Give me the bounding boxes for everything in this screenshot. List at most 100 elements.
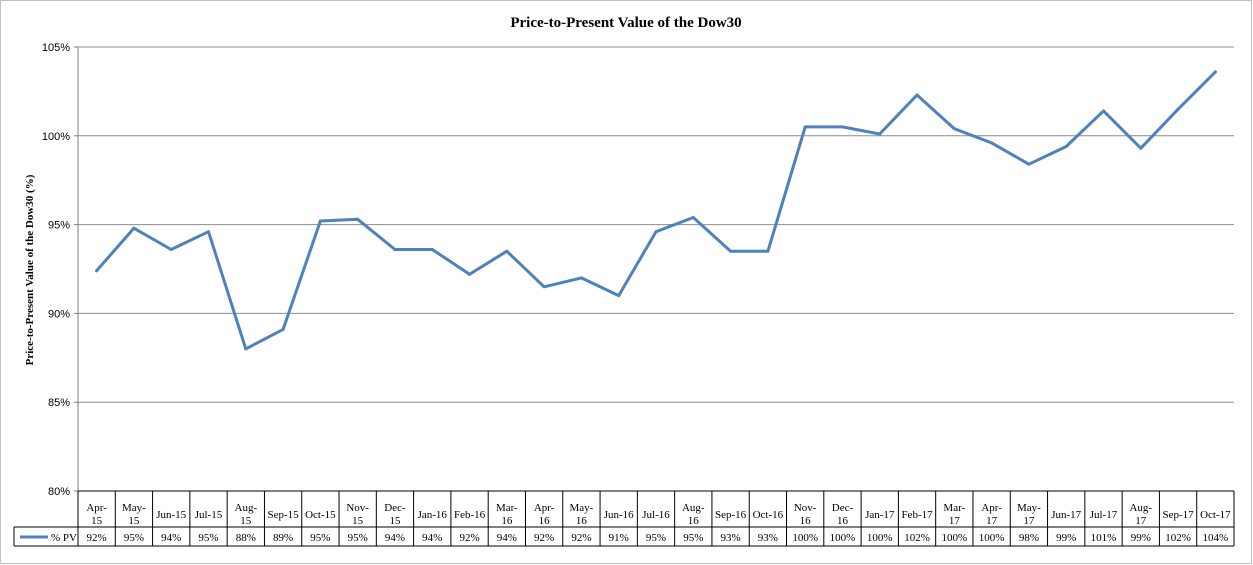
x-tick-label: Jan-16 xyxy=(418,509,448,521)
data-point xyxy=(952,127,956,131)
data-label: 100% xyxy=(979,532,1005,544)
data-label: 92% xyxy=(571,532,591,544)
x-tick-label: Dec- xyxy=(832,502,854,514)
data-label: 92% xyxy=(534,532,554,544)
y-tick-label: 105% xyxy=(42,42,70,54)
data-point xyxy=(579,276,583,280)
x-tick-label: Jun-15 xyxy=(156,509,186,521)
data-label: 102% xyxy=(904,532,930,544)
data-point xyxy=(430,247,434,251)
x-tick-label: Apr- xyxy=(86,502,107,514)
data-point xyxy=(766,249,770,253)
x-tick-label: Apr- xyxy=(534,502,555,514)
chart-title: Price-to-Present Value of the Dow30 xyxy=(510,15,741,31)
y-tick-label: 80% xyxy=(48,486,70,498)
data-label: 94% xyxy=(497,532,517,544)
x-tick-label: Jun-17 xyxy=(1051,509,1081,521)
x-tick-label: Oct-16 xyxy=(753,509,784,521)
data-label: 95% xyxy=(124,532,144,544)
x-tick-label: Oct-17 xyxy=(1200,509,1231,521)
x-tick-label: Mar- xyxy=(496,502,518,514)
x-tick-label: Feb-16 xyxy=(454,509,486,521)
data-point xyxy=(244,347,248,351)
x-tick-label: 16 xyxy=(576,515,588,527)
data-point xyxy=(318,219,322,223)
x-tick-label: Feb-17 xyxy=(901,509,933,521)
data-label: 102% xyxy=(1165,532,1191,544)
x-tick-label: Apr- xyxy=(981,502,1002,514)
data-point xyxy=(505,249,509,253)
data-label: 104% xyxy=(1203,532,1229,544)
x-tick-label: Mar- xyxy=(943,502,965,514)
data-point xyxy=(132,226,136,230)
x-tick-label: May- xyxy=(1017,502,1041,514)
data-label: 100% xyxy=(830,532,856,544)
legend-label: % PV xyxy=(51,532,77,544)
data-label: 100% xyxy=(941,532,967,544)
x-tick-label: 17 xyxy=(1135,515,1147,527)
data-label: 91% xyxy=(609,532,629,544)
x-tick-label: Aug- xyxy=(235,502,258,514)
x-tick-label: Dec- xyxy=(384,502,406,514)
data-point xyxy=(1213,70,1217,74)
data-point xyxy=(1139,146,1143,150)
data-label: 94% xyxy=(161,532,181,544)
x-tick-label: 15 xyxy=(91,515,103,527)
data-point xyxy=(393,247,397,251)
data-label: 88% xyxy=(236,532,256,544)
data-label: 99% xyxy=(1131,532,1151,544)
y-tick-label: 85% xyxy=(48,397,70,409)
x-tick-label: Jan-17 xyxy=(865,509,895,521)
x-tick-label: 16 xyxy=(800,515,812,527)
x-tick-label: Oct-15 xyxy=(305,509,336,521)
x-tick-label: Sep-17 xyxy=(1162,509,1194,521)
data-label: 93% xyxy=(758,532,778,544)
x-tick-label: Sep-15 xyxy=(268,509,300,521)
x-tick-label: Jul-15 xyxy=(195,509,223,521)
data-label: 98% xyxy=(1019,532,1039,544)
data-point xyxy=(654,230,658,234)
data-point xyxy=(915,93,919,97)
x-tick-label: 16 xyxy=(539,515,551,527)
data-point xyxy=(840,125,844,129)
data-label: 95% xyxy=(683,532,703,544)
x-tick-label: Sep-16 xyxy=(715,509,747,521)
data-label: 101% xyxy=(1091,532,1117,544)
data-point xyxy=(169,247,173,251)
data-point xyxy=(1101,109,1105,113)
x-tick-label: Nov- xyxy=(346,502,369,514)
y-tick-label: 90% xyxy=(48,308,70,320)
x-tick-label: Jun-16 xyxy=(604,509,634,521)
x-tick-label: May- xyxy=(122,502,146,514)
data-point xyxy=(281,327,285,331)
data-point xyxy=(1176,107,1180,111)
data-label: 95% xyxy=(646,532,666,544)
x-tick-label: 16 xyxy=(688,515,700,527)
data-point xyxy=(542,285,546,289)
data-label: 95% xyxy=(310,532,330,544)
x-tick-label: Aug- xyxy=(682,502,705,514)
x-tick-label: Jul-16 xyxy=(642,509,670,521)
x-tick-label: 17 xyxy=(949,515,961,527)
data-point xyxy=(990,141,994,145)
data-label: 94% xyxy=(422,532,442,544)
x-tick-label: May- xyxy=(570,502,594,514)
data-point xyxy=(207,230,211,234)
data-point xyxy=(803,125,807,129)
data-point xyxy=(878,132,882,136)
data-point xyxy=(356,217,360,221)
data-point xyxy=(617,294,621,298)
x-tick-label: 15 xyxy=(128,515,140,527)
data-point xyxy=(468,272,472,276)
data-label: 89% xyxy=(273,532,293,544)
data-point xyxy=(729,249,733,253)
data-label: 100% xyxy=(867,532,893,544)
data-label: 92% xyxy=(87,532,107,544)
data-point xyxy=(1027,162,1031,166)
data-label: 94% xyxy=(385,532,405,544)
x-tick-label: Aug- xyxy=(1129,502,1152,514)
x-tick-label: 17 xyxy=(1023,515,1035,527)
x-tick-label: Jul-17 xyxy=(1090,509,1118,521)
data-point xyxy=(1064,144,1068,148)
